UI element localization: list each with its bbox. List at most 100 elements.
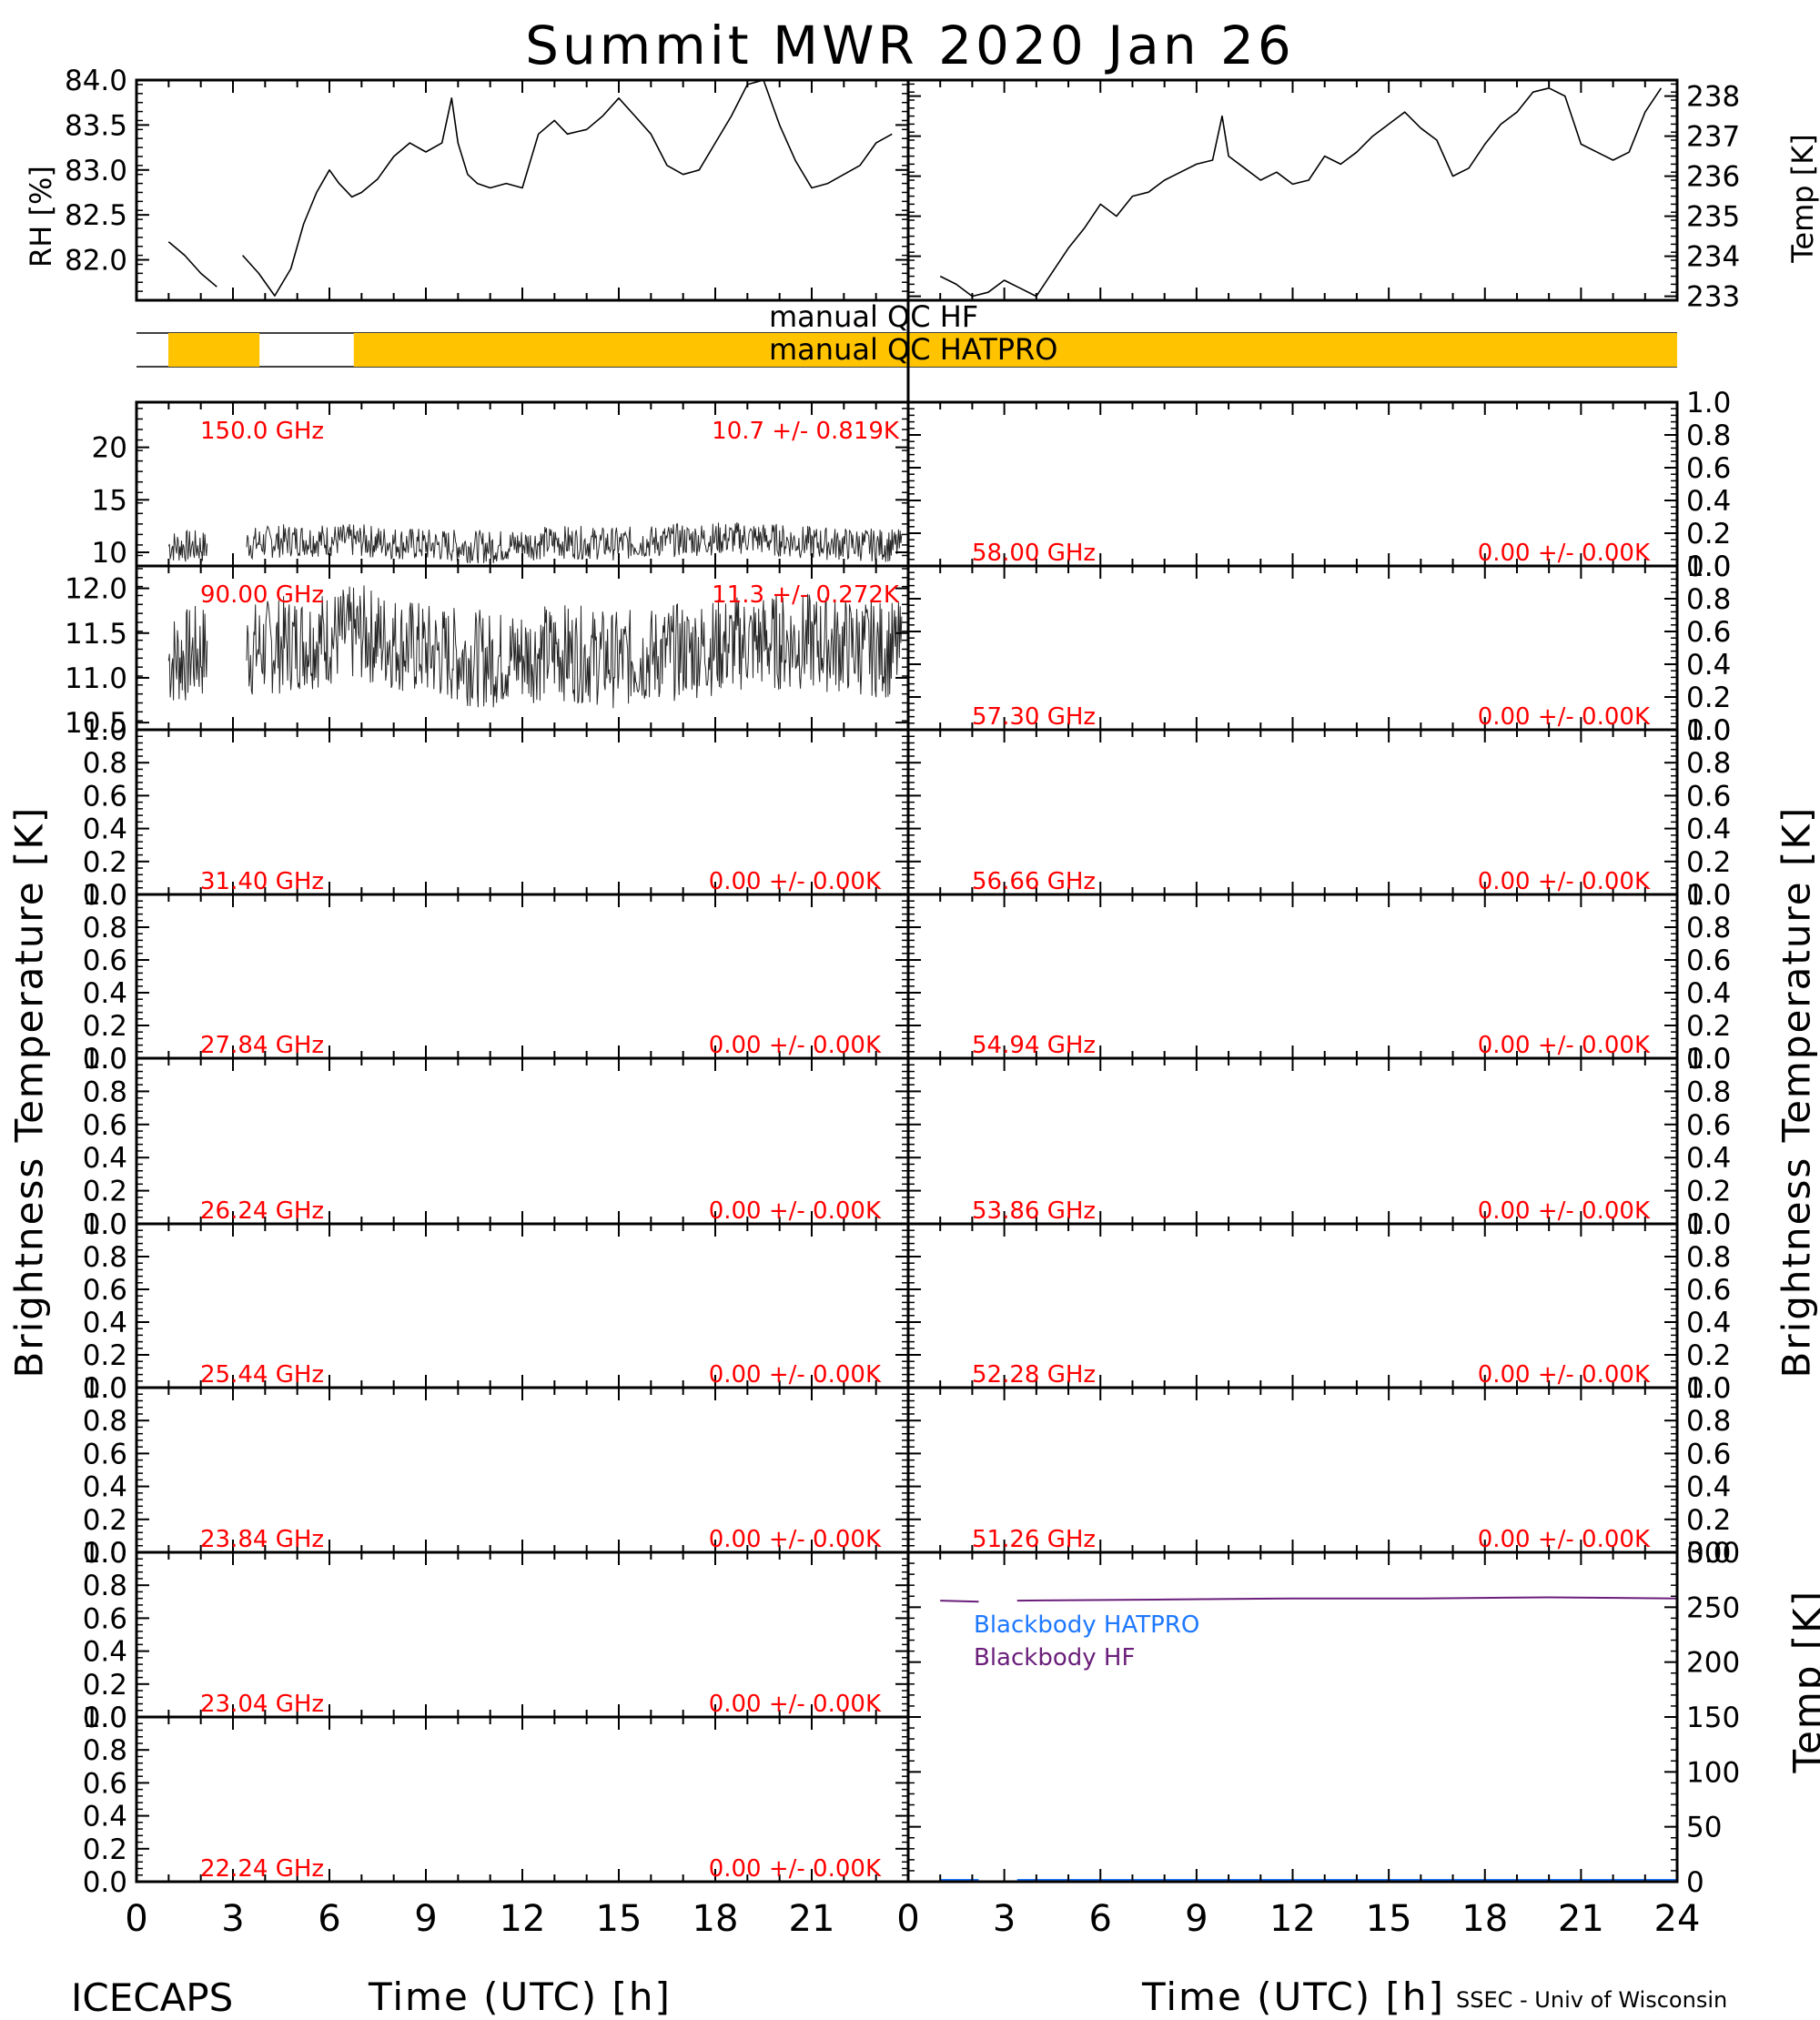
tb-right-0-ytick-label: 1.0: [1686, 387, 1731, 419]
tb90-ytick-label: 11.5: [65, 618, 127, 651]
tb-left-5-ytick-label: 0.2: [83, 1339, 127, 1372]
xtick-label-right: 12: [1269, 1898, 1316, 1940]
legend-blackbody-hf: Blackbody HF: [974, 1644, 1135, 1672]
tb-left-7-ytick-label: 0.6: [83, 1602, 127, 1635]
tb-left-5-ytick-label: 0.4: [83, 1307, 127, 1339]
tb-right-6-ytick-label: 0.8: [1686, 1405, 1731, 1438]
tb_90-stat-label: 11.3 +/- 0.272K: [712, 581, 900, 609]
tb-left-2-ytick-label: 0.6: [83, 780, 127, 813]
tb-right-1-ytick-label: 0.6: [1686, 616, 1731, 649]
xtick-label-right: 18: [1461, 1898, 1508, 1940]
temp-axis-label-top: Temp [K]: [1785, 126, 1820, 271]
tb-right-5-ytick-label: 1.0: [1686, 1208, 1731, 1241]
temp-ytick-label: 234: [1686, 241, 1740, 274]
rh-axis-label: RH [%]: [24, 177, 58, 268]
temp-ytick-label: 237: [1686, 121, 1740, 154]
temp-ytick-label: 233: [1686, 281, 1740, 314]
tb-right-6-ytick-label: 0.4: [1686, 1471, 1731, 1504]
tb_5800-stat-label: 0.00 +/- 0.00K: [1478, 540, 1651, 567]
tb-right-1-ytick-label: 1.0: [1686, 550, 1731, 583]
legend-blackbody-hatpro: Blackbody HATPRO: [974, 1611, 1199, 1639]
tb-axis-label-left: Brightness Temperature [K]: [7, 924, 52, 1379]
tb_5386-stat-label: 0.00 +/- 0.00K: [1478, 1197, 1651, 1225]
xtick-label-right: 6: [1089, 1898, 1112, 1940]
tb_2224-stat-label: 0.00 +/- 0.00K: [709, 1855, 882, 1883]
tb_2304-freq-label: 23.04 GHz: [200, 1691, 324, 1718]
tb-left-2-ytick-label: 0.4: [83, 813, 127, 846]
tb-left-3-ytick-label: 0.2: [83, 1010, 127, 1043]
tb-right-3-ytick-label: 0.6: [1686, 944, 1731, 977]
tb_5666-stat-label: 0.00 +/- 0.00K: [1478, 868, 1651, 895]
blackbody-ytick-label: 300: [1686, 1537, 1740, 1570]
tb_5126-stat-label: 0.00 +/- 0.00K: [1478, 1526, 1651, 1553]
tb-left-4-ytick-label: 0.4: [83, 1142, 127, 1175]
tb_3140-freq-label: 31.40 GHz: [200, 868, 324, 895]
tb90-ytick-label: 11.0: [65, 662, 127, 695]
tb150-ytick-label: 15: [92, 484, 127, 517]
tb-right-1-ytick-label: 0.4: [1686, 649, 1731, 682]
xtick-label-left: 0: [125, 1898, 147, 1940]
footer-ssec: SSEC - Univ of Wisconsin: [1456, 1987, 1727, 2013]
rh-ytick-label: 82.0: [65, 245, 127, 278]
xtick-label-left: 15: [596, 1898, 642, 1940]
xtick-label-left: 3: [221, 1898, 244, 1940]
tb_5228-freq-label: 52.28 GHz: [972, 1361, 1096, 1389]
tb-right-6-ytick-label: 0.6: [1686, 1438, 1731, 1470]
tb-left-6-ytick-label: 0.6: [83, 1438, 127, 1470]
tb-right-5-ytick-label: 0.2: [1686, 1339, 1731, 1372]
tb-right-5-ytick-label: 0.4: [1686, 1307, 1731, 1339]
temp-ytick-label: 236: [1686, 161, 1740, 194]
tb_5730-stat-label: 0.00 +/- 0.00K: [1478, 703, 1651, 731]
tb-axis-label-right: Brightness Temperature [K]: [1774, 924, 1819, 1379]
tb_5800-freq-label: 58.00 GHz: [972, 540, 1096, 567]
rh-ytick-label: 83.0: [65, 155, 127, 187]
tb_2224-freq-label: 22.24 GHz: [200, 1855, 324, 1883]
tb-right-0-ytick-label: 0.6: [1686, 452, 1731, 485]
tb-left-8-ytick-label: 0.6: [83, 1767, 127, 1800]
tb_5126-freq-label: 51.26 GHz: [972, 1526, 1096, 1553]
tb-right-5-ytick-label: 0.6: [1686, 1274, 1731, 1307]
temp-ytick-label: 235: [1686, 201, 1740, 234]
tb_90-freq-label: 90.00 GHz: [200, 581, 324, 609]
tb-left-4-ytick-label: 1.0: [83, 1043, 127, 1076]
tb_5730-freq-label: 57.30 GHz: [972, 703, 1096, 731]
tb-left-3-ytick-label: 1.0: [83, 879, 127, 912]
tb-right-4-ytick-label: 0.8: [1686, 1076, 1731, 1108]
rh-ytick-label: 82.5: [65, 199, 127, 232]
tb-left-2-ytick-label: 1.0: [83, 714, 127, 747]
blackbody-ytick-label: 100: [1686, 1756, 1740, 1789]
tb-left-2-ytick-label: 0.8: [83, 747, 127, 780]
tb-left-8-ytick-label: 0.8: [83, 1734, 127, 1767]
tb-right-3-ytick-label: 0.4: [1686, 977, 1731, 1010]
tb-left-2-ytick-label: 0.2: [83, 846, 127, 879]
blackbody-ytick-label: 50: [1686, 1812, 1722, 1844]
tb-right-6-ytick-label: 0.2: [1686, 1504, 1731, 1537]
blackbody-ytick-label: 200: [1686, 1647, 1740, 1680]
tb-left-8-ytick-label: 0.0: [83, 1866, 127, 1899]
tb-left-3-ytick-label: 0.6: [83, 944, 127, 977]
tb-left-4-ytick-label: 0.8: [83, 1076, 127, 1108]
tb_2624-stat-label: 0.00 +/- 0.00K: [709, 1197, 882, 1225]
tb-left-4-ytick-label: 0.2: [83, 1176, 127, 1208]
tb-left-6-ytick-label: 0.8: [83, 1405, 127, 1438]
temp-axis-label-bottom: Temp [K]: [1785, 1591, 1820, 1773]
blackbody-ytick-label: 0: [1686, 1866, 1704, 1899]
page-title: Summit MWR 2020 Jan 26: [0, 15, 1820, 76]
tb-left-7-ytick-label: 0.8: [83, 1570, 127, 1602]
tb-left-8-ytick-label: 1.0: [83, 1702, 127, 1734]
xtick-label-right: 21: [1558, 1898, 1604, 1940]
tb-right-4-ytick-label: 0.2: [1686, 1176, 1731, 1208]
xtick-label-right: 0: [896, 1898, 919, 1940]
tb-left-6-ytick-label: 1.0: [83, 1372, 127, 1405]
tb_150-freq-label: 150.0 GHz: [200, 418, 324, 445]
x-axis-label-left: Time (UTC) [h]: [369, 1975, 672, 2019]
xtick-label-right: 9: [1185, 1898, 1208, 1940]
tb-right-4-ytick-label: 0.6: [1686, 1109, 1731, 1142]
tb_5228-stat-label: 0.00 +/- 0.00K: [1478, 1361, 1651, 1389]
tb_5386-freq-label: 53.86 GHz: [972, 1197, 1096, 1225]
tb_5666-freq-label: 56.66 GHz: [972, 868, 1096, 895]
tb_2384-stat-label: 0.00 +/- 0.00K: [709, 1526, 882, 1553]
tb_2304-stat-label: 0.00 +/- 0.00K: [709, 1691, 882, 1718]
rh-ytick-label: 83.5: [65, 109, 127, 142]
tb_5494-stat-label: 0.00 +/- 0.00K: [1478, 1032, 1651, 1059]
